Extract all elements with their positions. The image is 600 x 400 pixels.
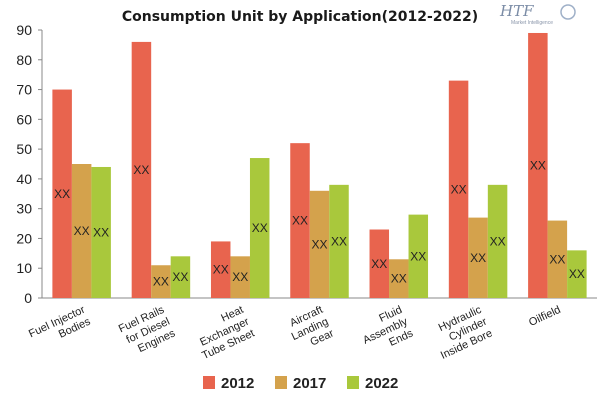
data-label: XX (331, 234, 347, 248)
bar-2022-5 (487, 184, 508, 298)
data-label: XX (410, 249, 426, 263)
bar-2012-3 (290, 143, 310, 298)
category-label: Fuel Railsfor DieselEngines (117, 304, 178, 359)
bar-2017-5 (468, 217, 488, 298)
category-labels: Fuel InjectorBodies Fuel Railsfor DieselE… (27, 304, 563, 363)
bar-2017-1 (151, 265, 171, 298)
data-label: XX (292, 214, 308, 228)
bar-2017-3 (309, 190, 330, 298)
category-label: HeatExchangerTube Sheet (189, 304, 257, 362)
data-label: XX (391, 272, 407, 286)
bar-2012-6 (528, 32, 548, 298)
legend-label: 2017 (293, 375, 326, 392)
bar-2017-6 (547, 220, 568, 298)
y-tick-label: 10 (16, 260, 32, 276)
category-label: Fuel InjectorBodies (27, 304, 93, 352)
data-label: XX (93, 225, 109, 239)
bar-2017-0 (71, 164, 92, 298)
data-label: XX (172, 270, 188, 284)
data-label: XX (371, 257, 387, 271)
category-label: HydraulicCylinderInside Bore (428, 304, 495, 362)
bar-2022-3 (329, 184, 349, 298)
bar-2017-2 (230, 256, 250, 298)
data-label: XX (470, 251, 486, 265)
legend-swatch-2012 (203, 376, 215, 389)
y-tick-label: 50 (16, 141, 32, 157)
y-tick-label: 0 (24, 290, 32, 306)
y-tick-label: 30 (16, 201, 32, 217)
category-label: FluidAssemblyEnds (356, 304, 416, 359)
bar-2012-2 (210, 241, 231, 298)
category-label-line: Oilfield (527, 304, 563, 329)
bar-2022-0 (91, 166, 111, 298)
logo-text: HTF (499, 2, 534, 20)
data-label: XX (74, 224, 90, 238)
data-label: XX (133, 163, 149, 177)
legend-swatch-2017 (275, 376, 287, 389)
logo-globe-icon (560, 4, 576, 20)
bar-2022-4 (408, 214, 429, 298)
bar-2012-5 (448, 80, 469, 298)
y-tick-label: 90 (16, 22, 32, 38)
bar-2022-1 (170, 256, 191, 298)
data-label: XX (213, 263, 229, 277)
legend-swatch-2022 (347, 376, 359, 389)
data-label: XX (232, 270, 248, 284)
y-tick-label: 20 (16, 230, 32, 246)
chart-title: Consumption Unit by Application(2012-202… (122, 9, 478, 25)
legend-label: 2022 (365, 375, 398, 392)
htf-logo: HTF Market Intelligence (499, 2, 576, 26)
data-label: XX (153, 275, 169, 289)
data-label: XX (530, 158, 546, 172)
bar-2022-2 (249, 158, 270, 298)
category-label: AircraftLandingGear (284, 304, 336, 355)
legend-label: 2012 (221, 375, 254, 392)
data-label: XX (252, 221, 268, 235)
data-label: XX (311, 237, 327, 251)
bar-2022-6 (567, 250, 587, 298)
data-label: XX (549, 252, 565, 266)
y-tick-label: 40 (16, 171, 32, 187)
data-label: XX (569, 267, 585, 281)
axes: 0 10 20 30 40 50 60 70 80 90 (16, 22, 597, 306)
bar-2012-0 (52, 89, 72, 298)
data-label: XX (451, 182, 467, 196)
bar-2012-1 (131, 41, 152, 299)
y-tick-label: 60 (16, 111, 32, 127)
data-label: XX (54, 187, 70, 201)
legend: 2012 2017 2022 (203, 375, 398, 392)
data-label: XX (490, 234, 506, 248)
y-tick-label: 80 (16, 52, 32, 68)
y-tick-label: 70 (16, 82, 32, 98)
category-label: Oilfield (527, 304, 563, 329)
bar-2012-4 (369, 229, 390, 298)
logo-subtext: Market Intelligence (511, 20, 553, 26)
bar-2017-4 (389, 259, 409, 298)
